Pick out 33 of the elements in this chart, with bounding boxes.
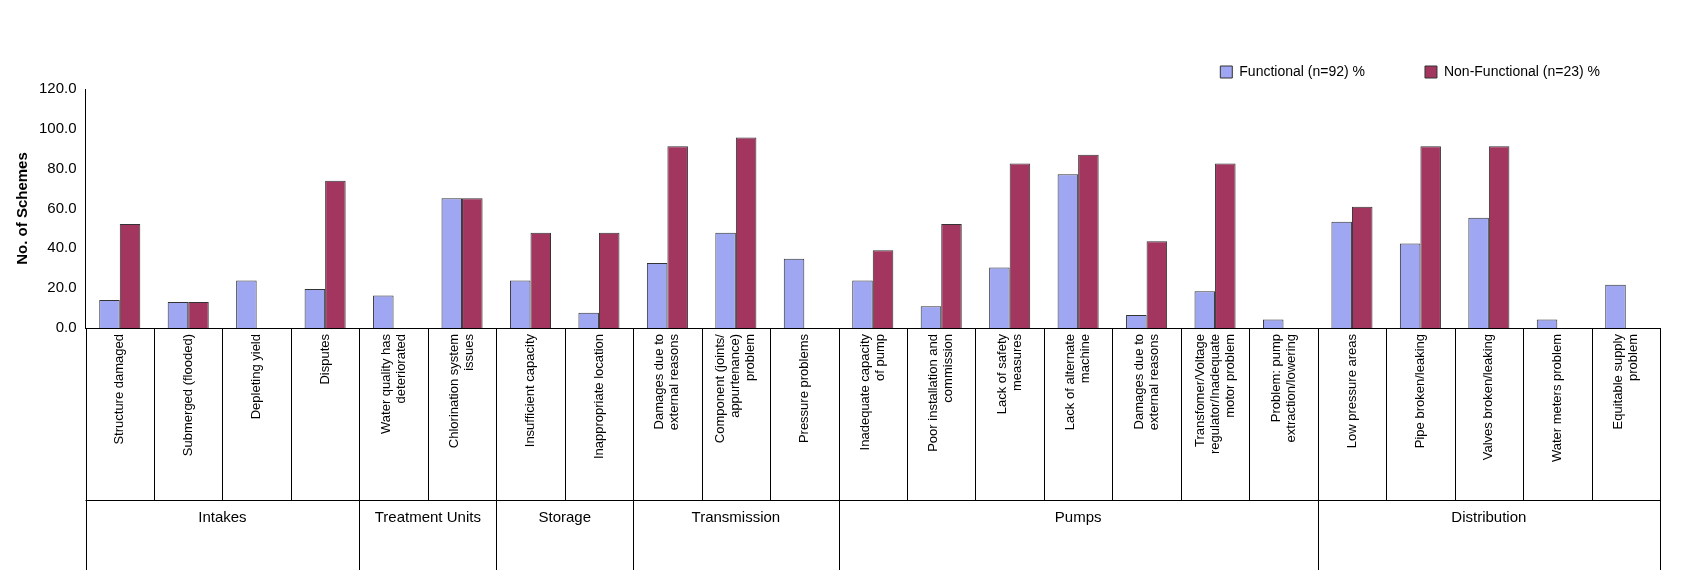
text: Transmission — [691, 507, 781, 525]
x-tick-label: Pipe broken/leaking — [1411, 334, 1427, 449]
x-tick-label: Disputes — [316, 333, 332, 385]
x-tick-label: Inappropriate location — [590, 334, 606, 460]
x-tick-label: Structure damaged — [111, 334, 127, 445]
y-tick-label: 80.0 — [47, 158, 77, 176]
text: Pumps — [1054, 507, 1102, 525]
text: Treatment Units — [374, 507, 481, 525]
text: Intakes — [198, 507, 247, 525]
x-tick-label: Inadequate capacity of pump — [856, 333, 887, 451]
y-tick-label: 60.0 — [47, 198, 77, 216]
x-tick-label: Valves broken/leaking — [1480, 334, 1496, 461]
x-tick-label: Insufficient capacity — [522, 333, 538, 448]
x-tick-label: Pressure problems — [795, 333, 811, 444]
x-tick-label: Depleting yield — [248, 334, 264, 420]
x-tick-label: Chlorination system issues — [446, 333, 477, 449]
x-tick-label: Damages due to external reasons — [651, 333, 682, 431]
text: Distribution — [1451, 507, 1527, 525]
x-tick-label: Lack of alternate machine — [1062, 334, 1093, 431]
y-tick-label: 40.0 — [47, 238, 77, 256]
text: Storage — [538, 507, 591, 525]
y-axis-title: No. of Schemes — [13, 152, 31, 265]
y-tick-label: 0.0 — [55, 318, 77, 336]
y-tick-label: 20.0 — [47, 278, 77, 296]
y-tick-label: 100.0 — [38, 118, 77, 136]
x-tick-label: Water meters problem — [1548, 334, 1564, 463]
x-tick-label: Equitable supply problem — [1609, 333, 1640, 430]
y-tick-label: 120.0 — [38, 79, 77, 97]
x-tick-label: Submerged (flooded) — [179, 334, 195, 457]
legend-label: Functional (n=92) % — [1239, 62, 1365, 79]
x-tick-label: Water quality has deteriorated — [377, 333, 408, 434]
legend-label: Non-Functional (n=23) % — [1443, 62, 1601, 79]
x-tick-label: Low pressure areas — [1343, 333, 1359, 449]
